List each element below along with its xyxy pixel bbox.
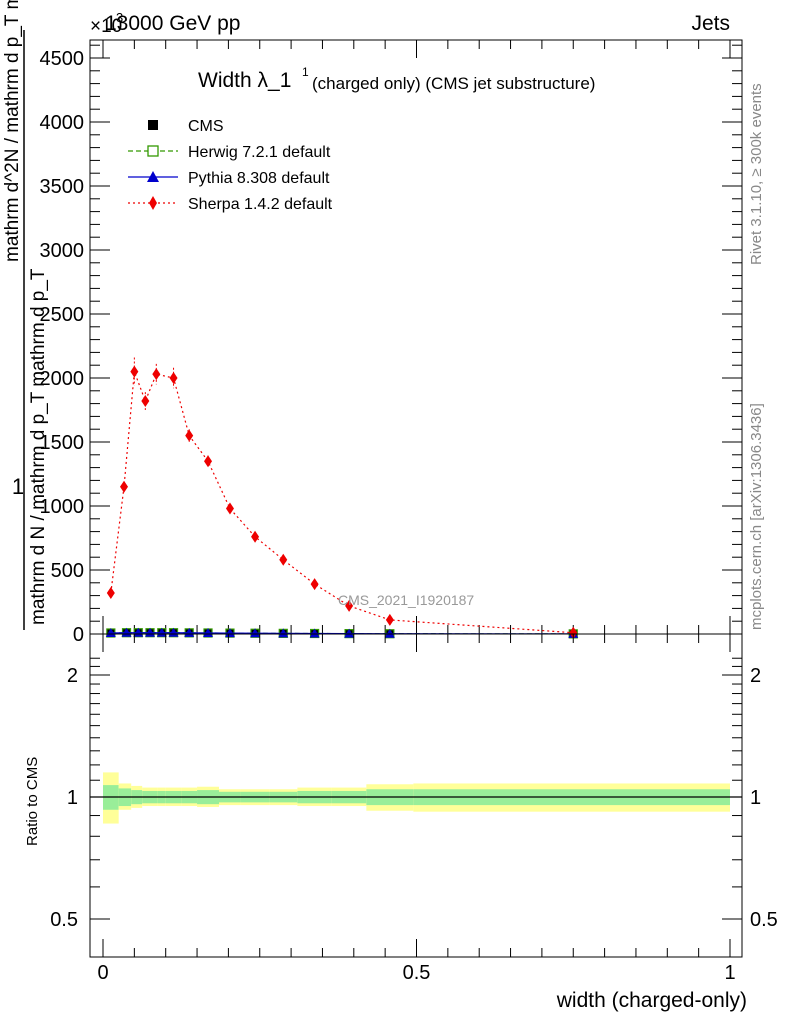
axis-exponent: ×10: [90, 16, 122, 37]
mcplots-label: mcplots.cern.ch [arXiv:1306.3436]: [748, 403, 765, 630]
analysis-label: CMS_2021_I1920187: [338, 592, 474, 608]
legend-label: CMS: [188, 118, 224, 135]
y-tick-label: 2000: [40, 368, 85, 390]
pythia-data-point: [203, 627, 214, 637]
legend-marker-triangle: [147, 171, 159, 182]
y-tick-label: 0: [73, 624, 84, 646]
rivet-label: Rivet 3.1.10, ≥ 300k events: [748, 83, 765, 265]
pythia-data-point: [184, 627, 195, 637]
ratio-y-tick-label: 0.5: [50, 909, 78, 931]
sherpa-data-point: [152, 368, 161, 381]
plot-title: Width λ_1: [198, 69, 291, 92]
pythia-data-point: [278, 628, 289, 638]
ratio-y-tick-label: 1: [67, 787, 78, 809]
y-tick-label: 500: [51, 560, 84, 582]
ylabel-overlay: mathrm d^2N / mathrm d p_T mathrm d lamb…: [2, 0, 23, 262]
ratio-y-tick-label-right: 1: [750, 787, 761, 809]
ratio-y-tick-label-right: 0.5: [750, 909, 778, 931]
y-tick-label: 3500: [40, 176, 85, 198]
series-line-sherpa: [110, 371, 574, 634]
sherpa-data-point: [279, 553, 288, 566]
sherpa-data-point: [251, 530, 260, 543]
pythia-data-point: [250, 628, 261, 638]
axis-exponent-power: 3: [116, 10, 123, 25]
plot-title-sup: 1: [302, 65, 309, 79]
ratio-plot-area: 0.5 0.5 1 1 2 2 0 0.5 1: [50, 633, 778, 984]
sherpa-data-point: [185, 429, 194, 442]
pythia-data-point: [384, 628, 395, 638]
sherpa-data-point: [310, 578, 319, 591]
ylabel-denominator: mathrm d N / mathrm d p_T mathrm d p_T: [28, 268, 49, 625]
y-tick-label: 1500: [40, 432, 85, 454]
legend: CMS Herwig 7.2.1 default Pythia 8.308 defa…: [128, 118, 333, 213]
sherpa-data-point: [385, 613, 394, 626]
legend-label: Herwig 7.2.1 default: [188, 144, 331, 161]
header-left: 13000 GeV pp: [105, 12, 240, 35]
pythia-data-point: [105, 627, 116, 637]
xlabel: width (charged-only): [556, 989, 747, 1012]
sherpa-data-point: [130, 365, 139, 378]
legend-marker-diamond: [149, 196, 157, 210]
sherpa-data-point: [106, 587, 115, 600]
x-tick-label: 0: [97, 962, 108, 984]
pythia-data-point: [224, 628, 235, 638]
sherpa-data-point: [204, 455, 213, 468]
pythia-data-point: [309, 628, 320, 638]
ratio-y-tick-label: 2: [67, 665, 78, 687]
sherpa-data-point: [120, 480, 129, 493]
y-tick-label: 2500: [40, 304, 85, 326]
y-tick-label: 4000: [40, 112, 85, 134]
ylabel-numerator: 1: [12, 474, 24, 499]
y-tick-label: 1000: [40, 496, 85, 518]
ratio-ylabel: Ratio to CMS: [24, 757, 41, 846]
pythia-data-point: [344, 628, 355, 638]
plot-title-suffix: (charged only) (CMS jet substructure): [312, 74, 595, 93]
legend-marker-open-square: [147, 145, 159, 157]
sherpa-data-point: [345, 599, 354, 612]
sherpa-data-point: [141, 395, 150, 408]
header-right: Jets: [691, 12, 730, 35]
main-plot-area: 0 500 1000 1500 2000 2500 3000 3500 4000 4500: [40, 39, 743, 646]
sherpa-data-point: [169, 372, 178, 384]
sherpa-data-point: [569, 626, 578, 639]
x-tick-label: 0.5: [403, 962, 431, 984]
y-tick-label: 3000: [40, 240, 85, 262]
x-tick-label: 1: [724, 962, 735, 984]
legend-label: Pythia 8.308 default: [188, 170, 330, 187]
legend-label: Sherpa 1.4.2 default: [188, 196, 333, 213]
legend-marker-square: [148, 120, 158, 130]
sherpa-data-point: [225, 502, 234, 515]
y-tick-label: 4500: [40, 48, 85, 70]
ratio-y-tick-label-right: 2: [750, 665, 761, 687]
